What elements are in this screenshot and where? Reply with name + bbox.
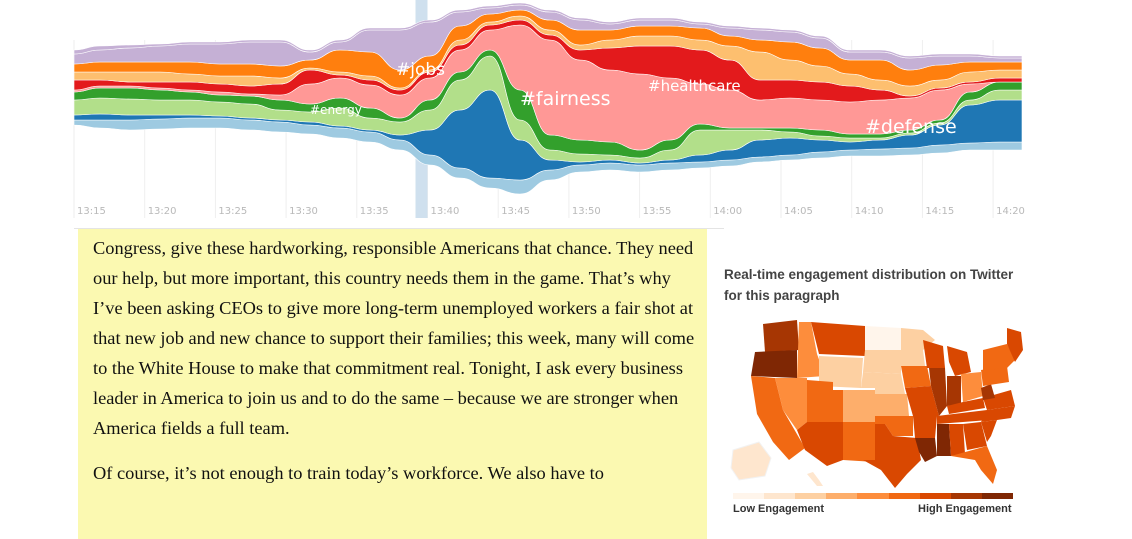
time-tick-label: 13:25: [218, 206, 247, 217]
topic-labels: #energy #jobs #fairness #healthcare #defense: [310, 60, 957, 138]
state-minnesota: [901, 328, 935, 366]
topic-label-healthcare: #healthcare: [648, 77, 741, 95]
legend-high-label: High Engagement: [918, 503, 1012, 515]
state-iowa: [901, 366, 931, 388]
map-title: Real-time engagement distribution on Twi…: [724, 267, 1014, 303]
state-oregon: [751, 350, 797, 378]
state-new-mexico: [843, 422, 875, 462]
time-tick-label: 14:00: [713, 206, 742, 217]
time-tick-label: 13:30: [289, 206, 318, 217]
state-washington: [763, 320, 799, 352]
state-arizona: [797, 422, 843, 466]
state-kentucky: [947, 398, 985, 414]
topic-label-fairness: #fairness: [520, 88, 611, 110]
scale-swatch: [919, 493, 951, 499]
state-colorado: [833, 390, 875, 422]
state-alabama: [949, 424, 965, 456]
state-tennessee: [937, 410, 989, 424]
state-wisconsin: [923, 340, 945, 368]
time-tick-label: 14:10: [855, 206, 884, 217]
state-illinois: [929, 368, 947, 416]
state-oklahoma: [875, 416, 913, 436]
topic-streamgraph[interactable]: 13:15 13:20 13:25 13:30 13:35 13:40 13:45 13:50…: [0, 0, 1132, 228]
state-missouri: [905, 386, 939, 416]
state-ohio: [961, 372, 983, 402]
scale-swatch: [764, 493, 796, 499]
topic-stream-layers: [73, 2, 1023, 195]
state-idaho: [797, 322, 825, 378]
state-california: [751, 376, 805, 460]
scale-swatch: [981, 493, 1013, 499]
speech-paragraph-panel[interactable]: Congress, give these hardworking, respon…: [78, 229, 707, 539]
scale-swatch: [888, 493, 920, 499]
legend-low-label: Low Engagement: [733, 503, 825, 515]
state-arkansas: [913, 416, 937, 438]
state-alaska: [730, 441, 772, 481]
scale-swatch: [950, 493, 982, 499]
state-south-carolina: [981, 420, 997, 442]
engagement-color-scale: [733, 493, 1013, 499]
topic-label-energy: #energy: [310, 103, 362, 117]
state-new-york: [983, 344, 1015, 370]
time-tick-label: 13:40: [431, 206, 460, 217]
state-indiana: [947, 376, 961, 406]
state-virginia: [983, 390, 1015, 410]
time-tick-label: 14:15: [925, 206, 954, 217]
speech-paragraph: Of course, it’s not enough to train toda…: [93, 463, 604, 483]
state-utah: [807, 380, 843, 422]
time-tick-label: 13:50: [572, 206, 601, 217]
state-wyoming: [819, 356, 863, 388]
stream-layer-top[interactable]: [73, 2, 1023, 59]
speech-paragraph: Congress, give these hardworking, respon…: [93, 238, 695, 438]
us-engagement-map[interactable]: [725, 310, 1025, 490]
state-montana: [811, 322, 865, 356]
state-hawaii: [807, 472, 823, 486]
state-mississippi: [937, 424, 951, 456]
state-pennsylvania: [981, 366, 1009, 386]
time-tick-label: 13:35: [360, 206, 389, 217]
state-west-virginia: [981, 384, 995, 400]
divider: [74, 228, 724, 229]
state-georgia: [963, 422, 987, 450]
state-michigan: [947, 346, 971, 376]
state-nebraska: [861, 372, 905, 394]
state-south-dakota: [863, 350, 901, 374]
time-tick-label: 13:20: [148, 206, 177, 217]
time-tick-label: 13:15: [77, 206, 106, 217]
scale-swatch: [857, 493, 889, 499]
state-nevada: [775, 378, 807, 430]
time-axis: 13:15 13:20 13:25 13:30 13:35 13:40 13:45 13:50…: [77, 206, 1025, 217]
scale-swatch: [733, 493, 765, 499]
state-kansas: [875, 394, 909, 416]
time-tick-label: 13:55: [643, 206, 672, 217]
state-new-england: [1007, 328, 1023, 362]
state-florida: [951, 446, 997, 484]
time-tick-label: 14:20: [996, 206, 1025, 217]
time-tick-label: 14:05: [784, 206, 813, 217]
state-north-dakota: [865, 326, 901, 350]
state-louisiana: [915, 438, 937, 462]
topic-label-jobs: #jobs: [396, 60, 445, 80]
time-tick-label: 13:45: [501, 206, 530, 217]
scale-swatch: [795, 493, 827, 499]
state-texas: [863, 424, 921, 488]
topic-label-defense: #defense: [865, 116, 957, 138]
scale-swatch: [826, 493, 858, 499]
state-north-carolina: [981, 406, 1015, 422]
